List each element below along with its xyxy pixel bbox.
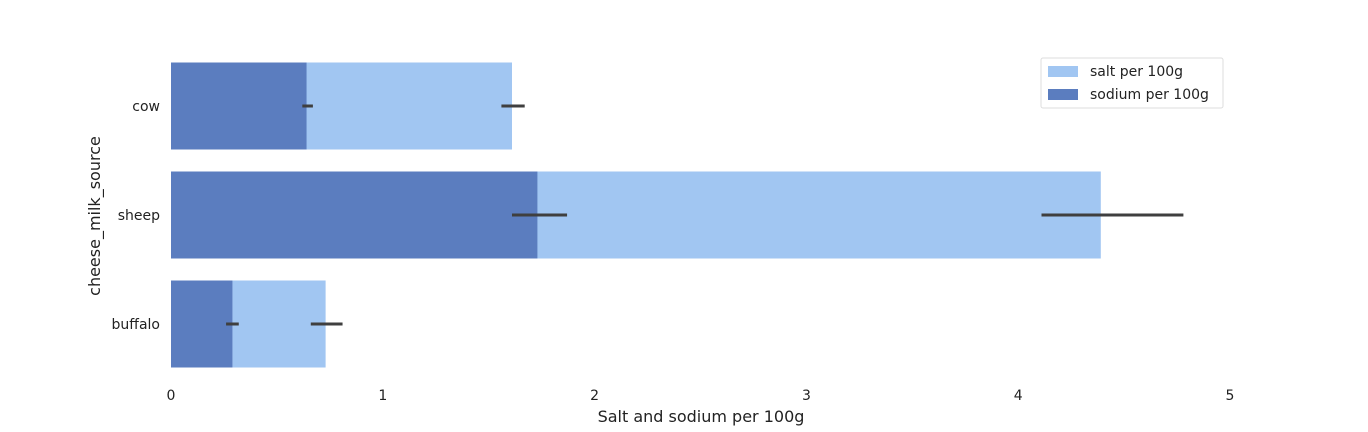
x-tick-labels: 0 1 2 3 4 5: [167, 388, 1235, 404]
legend: salt per 100g sodium per 100g: [1040, 57, 1224, 109]
x-axis-title: Salt and sodium per 100g: [598, 407, 805, 426]
legend-label-salt: salt per 100g: [1090, 64, 1183, 80]
y-tick-labels: cow sheep buffalo: [112, 99, 161, 333]
legend-box: [1040, 57, 1224, 109]
y-tick-label-buffalo: buffalo: [112, 317, 160, 333]
bars-layer: [171, 62, 1101, 368]
legend-label-sodium: sodium per 100g: [1090, 87, 1209, 103]
bar-sodium-buffalo: [171, 280, 233, 368]
y-tick-label-cow: cow: [132, 99, 160, 115]
x-tick-label-3: 3: [802, 388, 811, 404]
y-axis-title: cheese_milk_source: [85, 136, 105, 296]
bar-sodium-cow: [171, 62, 307, 150]
legend-swatch-salt: [1048, 66, 1078, 77]
y-tick-label-sheep: sheep: [118, 208, 160, 224]
x-tick-label-5: 5: [1226, 388, 1235, 404]
x-tick-label-4: 4: [1014, 388, 1023, 404]
x-tick-label-1: 1: [378, 388, 387, 404]
error-bars-layer: [226, 104, 1184, 326]
legend-swatch-sodium: [1048, 89, 1078, 100]
x-tick-label-2: 2: [590, 388, 599, 404]
x-tick-label-0: 0: [167, 388, 176, 404]
bar-sodium-sheep: [171, 171, 538, 259]
